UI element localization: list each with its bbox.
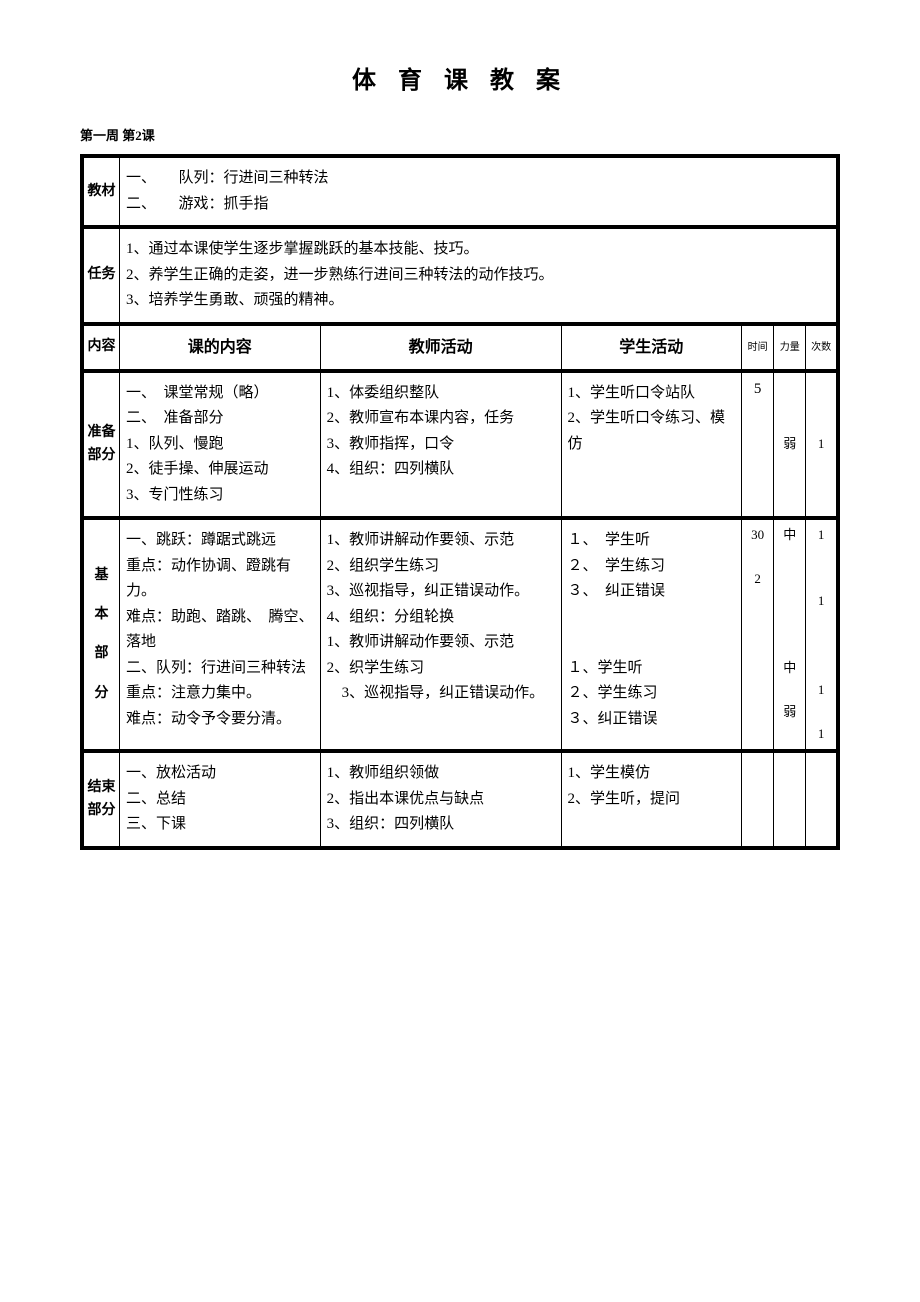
zhunbei-strength: 弱: [774, 371, 806, 519]
header-teacher: 教师活动: [320, 324, 561, 371]
label-neirong: 内容: [82, 324, 119, 371]
subtitle: 第一周 第2课: [80, 125, 840, 144]
zhunbei-teacher: 1、体委组织整队 2、教师宣布本课内容，任务 3、教师指挥，口令 4、组织：四列…: [320, 371, 561, 519]
label-jiaocai: 教材: [82, 156, 119, 227]
header-count: 次数: [806, 324, 838, 371]
label-zhunbei: 准备部分: [82, 371, 119, 519]
jiaocai-content: 一、 队列：行进间三种转法 二、 游戏：抓手指: [119, 156, 838, 227]
zhunbei-time: 5: [742, 371, 774, 519]
jieshu-strength: [774, 751, 806, 848]
zhunbei-count: 1: [806, 371, 838, 519]
header-time: 时间: [742, 324, 774, 371]
label-renwu: 任务: [82, 227, 119, 324]
header-strength: 力量: [774, 324, 806, 371]
label-jiben: 基 本 部 分: [82, 518, 119, 751]
jiben-count: 1 1 1 1: [806, 518, 838, 751]
jiben-content: 一、跳跃：蹲踞式跳远 重点：动作协调、蹬跳有力。 难点：助跑、踏跳、 腾空、落地…: [119, 518, 320, 751]
label-jieshu: 结束部分: [82, 751, 119, 848]
header-student: 学生活动: [561, 324, 742, 371]
jieshu-count: [806, 751, 838, 848]
page-title: 体 育 课 教 案: [80, 60, 840, 95]
jiben-student: １、 学生听 ２、 学生练习 ３、 纠正错误 １、学生听 ２、学生练习 ３、纠正…: [561, 518, 742, 751]
renwu-content: 1、通过本课使学生逐步掌握跳跃的基本技能、技巧。 2、养学生正确的走姿，进一步熟…: [119, 227, 838, 324]
jiben-strength: 中 中 弱: [774, 518, 806, 751]
jiben-time: 30 2: [742, 518, 774, 751]
jieshu-student: 1、学生模仿 2、学生听，提问: [561, 751, 742, 848]
header-content: 课的内容: [119, 324, 320, 371]
jiben-teacher: 1、教师讲解动作要领、示范 2、组织学生练习 3、巡视指导，纠正错误动作。 4、…: [320, 518, 561, 751]
zhunbei-student: 1、学生听口令站队 2、学生听口令练习、模仿: [561, 371, 742, 519]
lesson-plan-table: 教材 一、 队列：行进间三种转法 二、 游戏：抓手指 任务 1、通过本课使学生逐…: [80, 154, 840, 850]
jieshu-time: [742, 751, 774, 848]
zhunbei-content: 一、 课堂常规（略） 二、 准备部分 1、队列、慢跑 2、徒手操、伸展运动 3、…: [119, 371, 320, 519]
jieshu-teacher: 1、教师组织领做 2、指出本课优点与缺点 3、组织：四列横队: [320, 751, 561, 848]
jieshu-content: 一、放松活动 二、总结 三、下课: [119, 751, 320, 848]
